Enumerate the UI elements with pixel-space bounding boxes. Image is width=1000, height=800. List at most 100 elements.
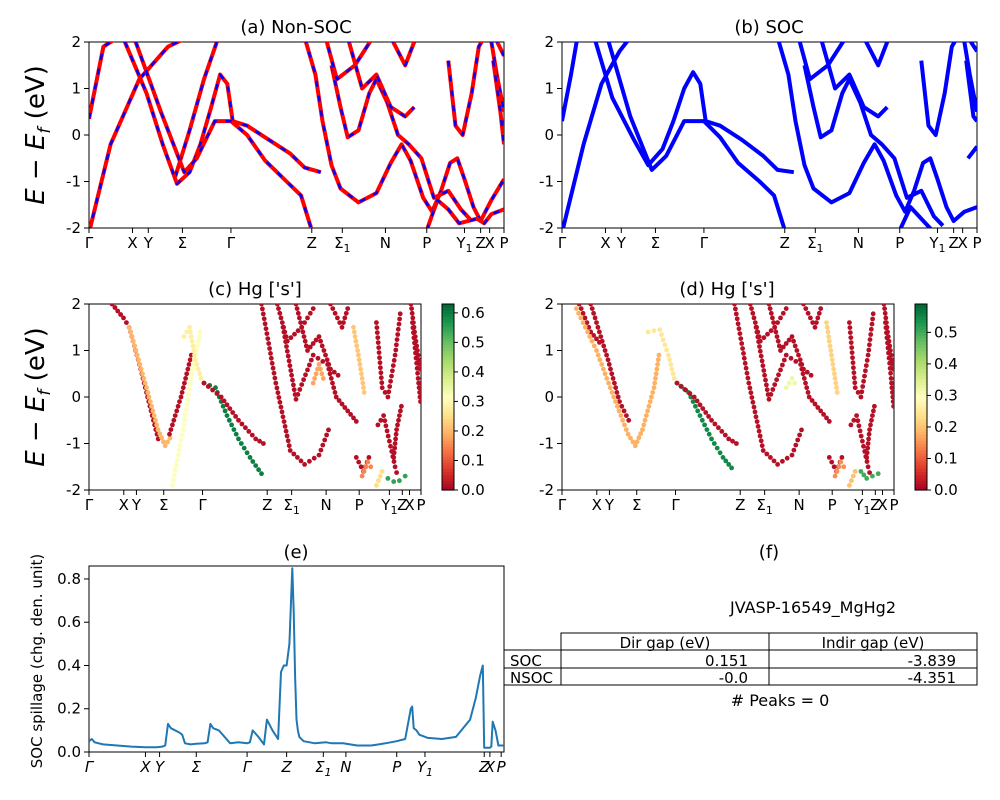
projection-point [606, 380, 611, 386]
projection-point [646, 403, 652, 409]
colorbar-segment [915, 428, 927, 432]
projection-point [576, 310, 581, 316]
projection-point [193, 357, 198, 363]
projection-point [354, 343, 360, 349]
projection-point [595, 352, 601, 358]
projection-point [165, 439, 171, 445]
ytick-label-c: 2 [71, 295, 81, 313]
table-value: -4.351 [908, 669, 956, 687]
projection-point [791, 338, 796, 344]
projection-point [757, 433, 763, 439]
colorbar-segment [915, 307, 927, 311]
colorbar-segment [442, 471, 454, 476]
projection-point [834, 385, 839, 391]
projection-point [847, 330, 853, 335]
projection-point [651, 328, 657, 334]
projection-point [889, 385, 894, 391]
projection-point [392, 464, 398, 470]
projection-point [322, 437, 328, 443]
projection-point [827, 343, 833, 349]
colorbar-segment [915, 486, 927, 491]
projection-point [328, 376, 334, 381]
projection-point [722, 432, 728, 438]
projection-point [295, 310, 301, 316]
projection-point [867, 427, 872, 432]
projection-point [768, 392, 774, 397]
projection-point [410, 315, 416, 321]
projection-point [749, 306, 754, 311]
projection-point [643, 413, 649, 418]
band-line-soc-overlay [123, 42, 322, 186]
projection-point [815, 315, 821, 321]
colorbar-segment [915, 362, 927, 367]
projection-point [413, 350, 418, 356]
colorbar-segment [442, 328, 454, 333]
projection-point [890, 394, 894, 400]
colorbar-segment [442, 418, 454, 423]
projection-point [599, 338, 605, 344]
projection-point [833, 380, 839, 386]
projection-point [678, 384, 684, 389]
band-line-soc [562, 42, 630, 228]
colorbar-segment [915, 480, 927, 485]
projection-point [780, 310, 786, 316]
colorbar-segment [442, 486, 454, 491]
projection-point [834, 390, 840, 395]
projection-point [829, 357, 835, 363]
xtick-label-b: Σ [651, 234, 660, 252]
projection-point [815, 405, 821, 410]
projection-point [711, 441, 717, 446]
projection-point [287, 363, 293, 369]
projection-point [326, 362, 332, 367]
projection-point [416, 380, 421, 386]
projection-point [597, 357, 603, 363]
projection-point [700, 406, 706, 411]
projection-point [374, 330, 380, 335]
xtick-label-e: P [497, 758, 507, 776]
projection-point [826, 338, 832, 344]
projection-point [270, 365, 276, 371]
projection-point [385, 394, 391, 400]
projection-point [279, 409, 285, 415]
projection-point [621, 408, 627, 414]
projection-point [792, 343, 798, 349]
ytick-label-a: 2 [71, 33, 81, 51]
colorbar-segment [915, 415, 927, 420]
colorbar-segment [442, 372, 454, 376]
table-row-label: SOC [510, 652, 542, 670]
projection-point [657, 327, 663, 332]
projection-point [284, 433, 290, 439]
projection-point [799, 427, 804, 433]
projection-point [795, 437, 801, 443]
projection-point [399, 403, 404, 409]
projection-point [891, 403, 894, 409]
projection-point [287, 448, 293, 453]
projection-point [366, 455, 372, 460]
colorbar-segment [442, 483, 454, 488]
projection-point [335, 372, 341, 378]
projection-point [734, 441, 739, 446]
projection-point [624, 413, 629, 418]
projection-point [168, 427, 174, 432]
colorbar-segment [915, 397, 927, 401]
material-id: JVASP-16549_MgHg2 [729, 598, 896, 618]
projection-point [365, 459, 371, 465]
projection-point [205, 384, 211, 389]
projection-point [812, 401, 818, 407]
projection-point [394, 342, 399, 348]
projection-point [210, 387, 216, 393]
band-line-soc-overlay [89, 42, 181, 228]
projection-point [865, 464, 871, 470]
projection-point [136, 357, 141, 363]
projection-point [279, 320, 285, 325]
projection-point [381, 413, 386, 418]
projection-point [331, 385, 337, 391]
xtick-label-a: Σ1 [334, 234, 350, 255]
colorbar-segment [915, 446, 927, 451]
projection-point [274, 385, 280, 391]
projection-point [801, 304, 806, 307]
projection-point [241, 445, 247, 451]
projection-point [142, 380, 148, 386]
projection-point [762, 372, 767, 378]
